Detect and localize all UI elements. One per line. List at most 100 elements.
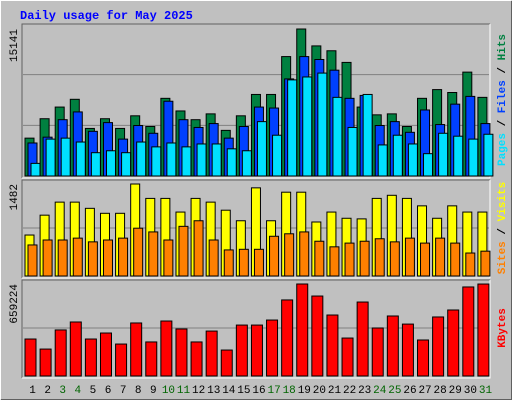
bar [102,239,113,277]
bar [27,244,38,277]
bar [329,246,340,277]
bar [60,137,71,177]
bar [178,225,189,277]
x-tick-label: 2 [44,385,51,397]
bar [386,315,399,377]
bar [462,286,475,377]
x-tick-label: 23 [358,385,371,397]
bar [377,144,388,177]
panel-light [22,24,491,179]
x-tick-label: 26 [403,385,416,397]
bar [299,231,310,277]
bar [272,134,283,177]
x-tick-label: 25 [388,385,401,397]
bar [432,316,445,377]
x-tick-label: 16 [252,385,265,397]
bar [447,309,460,377]
bar [468,138,479,177]
bar [115,343,128,377]
bar [30,162,41,177]
x-tick-label: 4 [75,385,82,397]
bar [317,72,328,177]
x-tick-label: 19 [298,385,311,397]
bar [133,227,144,277]
bar [75,141,86,177]
legend-entry: Pages [497,133,509,166]
x-tick-label: 22 [343,385,356,397]
bar [404,237,415,277]
bar [121,152,132,177]
x-tick-label: 21 [328,385,342,397]
bar [435,237,446,277]
bar [42,239,53,277]
bar [256,121,267,177]
x-tick-label: 11 [177,385,191,397]
bar [287,79,298,177]
bar [69,321,82,377]
bar [423,153,434,177]
bar [483,133,494,177]
x-tick-label: 24 [373,385,387,397]
legend-entry: Hits [497,34,509,60]
x-tick-label: 1 [29,385,36,397]
legend-entry: Files [497,80,509,113]
legend: KBytes [497,308,509,348]
bar [196,143,207,177]
bar [84,338,97,377]
bar [208,239,219,277]
bar [130,322,143,377]
bar [193,220,204,277]
x-tick-label: 20 [313,385,326,397]
x-tick-label: 5 [90,385,97,397]
x-tick-label: 14 [222,385,236,397]
bar [389,241,400,277]
bar [314,240,325,277]
bar [105,150,116,177]
legend: Pages / Files / Hits [497,34,509,166]
panel-shadow [21,279,490,378]
legend-entry: Visits [497,182,509,222]
x-tick-label: 31 [479,385,493,397]
bar [72,237,83,277]
bar [417,339,430,377]
x-tick-label: 12 [192,385,205,397]
x-tick-label: 8 [135,385,142,397]
x-tick-label: 6 [105,385,112,397]
legend: Sites / Visits [497,182,509,274]
bar [136,141,147,177]
x-tick-label: 13 [207,385,220,397]
bar [326,314,339,377]
bar [24,338,37,377]
bar [356,301,369,377]
bar [250,324,263,377]
x-tick-label: 15 [237,385,250,397]
bar [332,96,343,177]
bar [190,341,203,377]
bar [235,324,248,377]
bar [281,299,294,377]
bar [211,143,222,177]
bar [480,250,491,277]
bar [269,235,280,277]
x-tick-label: 27 [418,385,431,397]
bar [407,143,418,177]
bar [438,132,449,177]
bar [266,319,279,377]
bar [450,242,461,277]
bar [238,248,249,277]
x-tick-label: 9 [150,385,157,397]
x-tick-label: 10 [162,385,175,397]
bar [477,283,490,377]
panel-shadow [21,179,490,278]
x-tick-label: 17 [267,385,280,397]
bar [160,320,173,377]
bar [205,330,218,377]
bar [220,349,233,377]
bar [118,237,129,277]
x-tick-label: 29 [449,385,462,397]
bar [57,239,68,277]
bar [401,323,414,377]
bar [54,329,67,377]
panel-shadow [21,23,490,178]
